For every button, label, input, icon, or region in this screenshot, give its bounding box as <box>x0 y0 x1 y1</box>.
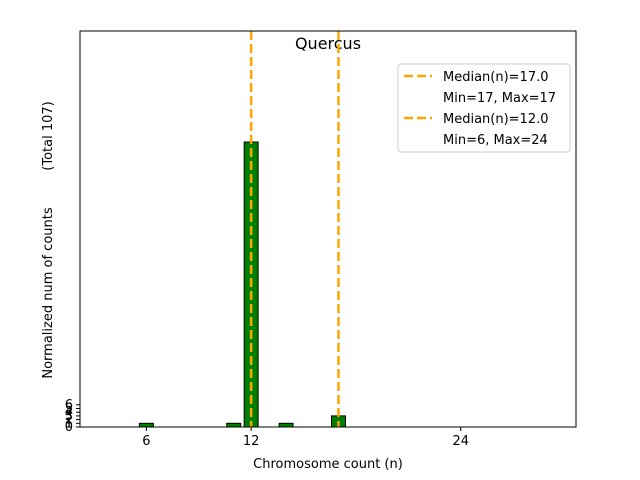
x-tick-label-24: 24 <box>452 434 469 449</box>
legend-median-2-label: Median(n)=12.0 <box>443 112 549 127</box>
bar-11 <box>226 422 242 428</box>
y-tick-label-6: 6 <box>65 398 73 413</box>
legend-frame <box>397 63 571 153</box>
legend-median-1-label: Median(n)=17.0 <box>443 70 549 85</box>
x-tick-label-12: 12 <box>243 434 260 449</box>
y-tick-label-3: 3 <box>65 409 73 424</box>
y-tick-label-0: 0 <box>65 420 73 435</box>
x-axis-ticks: 6 12 24 <box>142 427 469 449</box>
y-tick-label-1: 1 <box>65 416 73 431</box>
median-lines-group <box>249 31 340 427</box>
y-tick-label-5: 5 <box>65 401 73 416</box>
y-tick-label-4: 4 <box>65 405 73 420</box>
bar-14 <box>278 422 294 428</box>
x-axis-label: Chromosome count (n) <box>253 457 403 472</box>
bar-6 <box>138 422 154 428</box>
plot-frame <box>79 30 577 428</box>
bars-group <box>138 141 346 428</box>
chart-title: Quercus <box>295 34 361 53</box>
y-tick-label-2: 2 <box>65 413 73 428</box>
legend: Median(n)=17.0 Min=17, Max=17 Median(n)=… <box>397 63 571 153</box>
y-axis-total-label: (Total 107) <box>41 101 56 170</box>
legend-median-1-range: Min=17, Max=17 <box>443 91 556 106</box>
y-axis-label: Normalized num of counts <box>41 207 56 378</box>
legend-median-2-range: Min=6, Max=24 <box>443 133 548 148</box>
x-tick-label-6: 6 <box>142 434 150 449</box>
